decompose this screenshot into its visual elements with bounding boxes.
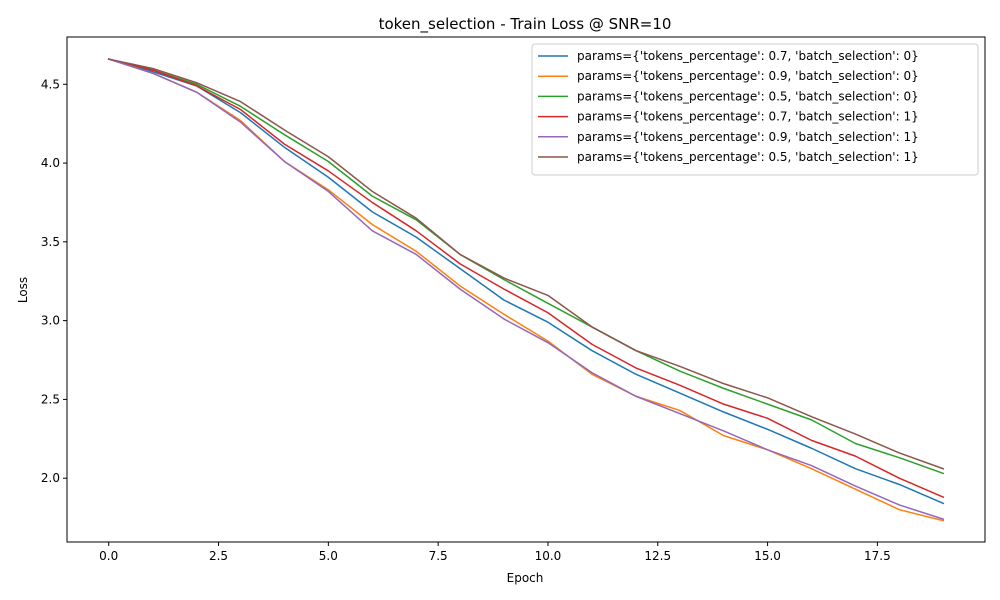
series-line-4 (107, 58, 945, 521)
x-tick-label-1: 2.5 (209, 549, 228, 563)
x-axis: 0.0 2.5 5.0 7.5 10.0 12.5 15.0 17.5 (99, 542, 891, 563)
legend-label-0: params={'tokens_percentage': 0.7, 'batch… (577, 49, 919, 63)
y-tick-label-0: 2.0 (41, 471, 60, 485)
chart-title: token_selection - Train Loss @ SNR=10 (379, 15, 672, 34)
y-axis: 2.0 2.5 3.0 3.5 4.0 4.5 (41, 77, 67, 485)
x-axis-label: Epoch (507, 571, 544, 585)
y-tick-label-5: 4.5 (41, 77, 60, 91)
x-tick-label-3: 7.5 (429, 549, 448, 563)
legend-label-2: params={'tokens_percentage': 0.5, 'batch… (577, 89, 919, 103)
x-tick-label-2: 5.0 (319, 549, 338, 563)
series-line-1 (107, 58, 945, 522)
legend-label-4: params={'tokens_percentage': 0.9, 'batch… (577, 130, 919, 144)
legend-label-5: params={'tokens_percentage': 0.5, 'batch… (577, 150, 919, 164)
series-line-3 (107, 58, 945, 499)
legend-box (531, 43, 979, 176)
legend-label-1: params={'tokens_percentage': 0.9, 'batch… (577, 69, 919, 83)
y-axis-label: Loss (16, 277, 30, 303)
series-line-5 (107, 58, 945, 470)
y-tick-label-2: 3.0 (41, 314, 60, 328)
series-line-0 (107, 58, 945, 505)
legend-label-3: params={'tokens_percentage': 0.7, 'batch… (577, 110, 919, 124)
x-tick-label-0: 0.0 (99, 549, 118, 563)
y-tick-label-1: 2.5 (41, 392, 60, 406)
x-tick-label-7: 17.5 (864, 549, 891, 563)
series-layer (107, 58, 945, 522)
x-tick-label-5: 12.5 (644, 549, 671, 563)
x-tick-label-6: 15.0 (754, 549, 781, 563)
x-tick-label-4: 10.0 (535, 549, 562, 563)
plot-frame (66, 36, 986, 543)
y-tick-label-4: 4.0 (41, 156, 60, 170)
y-tick-label-3: 3.5 (41, 235, 60, 249)
series-line-2 (107, 58, 945, 475)
legend: params={'tokens_percentage': 0.7, 'batch… (531, 43, 979, 176)
